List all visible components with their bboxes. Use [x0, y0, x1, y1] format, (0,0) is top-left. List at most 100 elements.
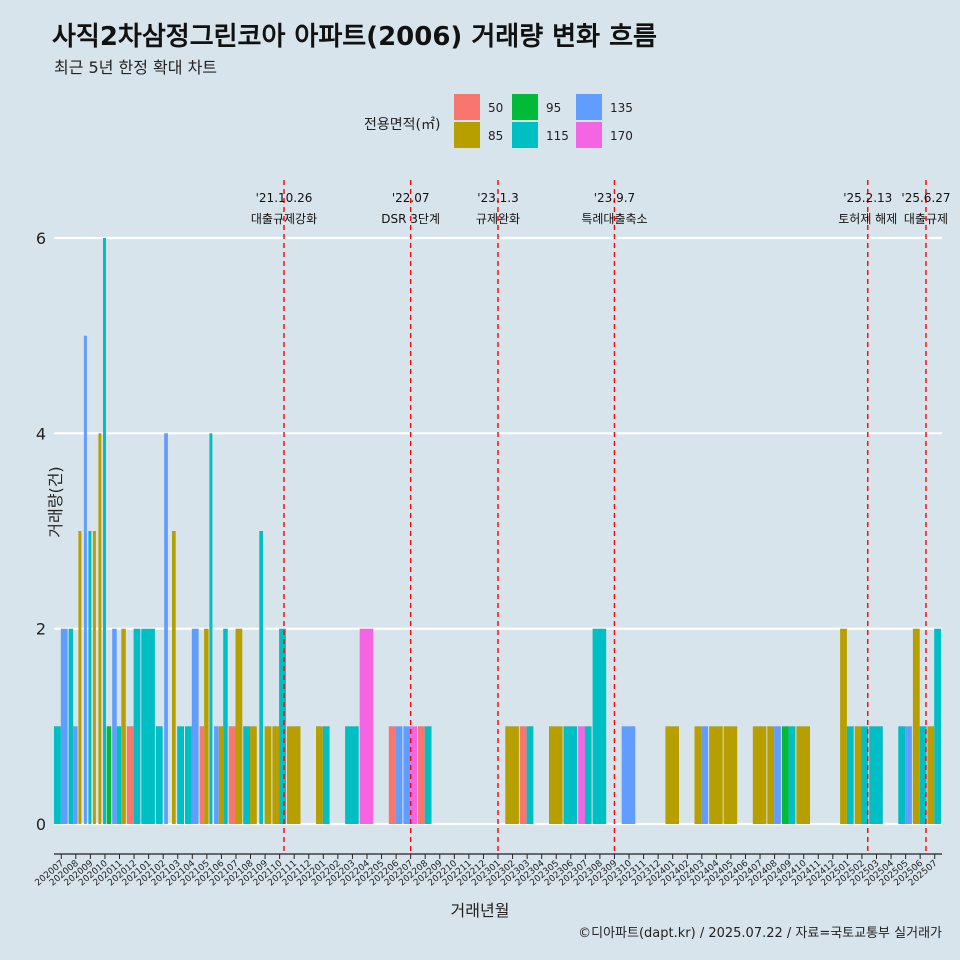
- bar: [403, 726, 411, 824]
- bar: [621, 726, 636, 824]
- y-tick-label: 6: [36, 229, 46, 248]
- event-date: '22.07: [392, 191, 430, 205]
- legend-swatch: [454, 122, 480, 148]
- bar: [549, 726, 563, 824]
- bar: [723, 726, 738, 824]
- bar: [185, 726, 192, 824]
- bar: [919, 726, 927, 824]
- bar: [259, 531, 263, 824]
- bar: [116, 726, 122, 824]
- event-label: 토허제 해제: [838, 212, 897, 226]
- bar: [519, 726, 527, 824]
- bar: [235, 628, 243, 824]
- legend-label: 170: [610, 129, 633, 143]
- legend-swatch: [512, 94, 538, 120]
- bar: [526, 726, 534, 824]
- bar: [410, 726, 417, 824]
- bar: [578, 726, 585, 824]
- event-date: '23.9.7: [594, 191, 635, 205]
- legend-label: 95: [546, 101, 561, 115]
- bar: [209, 433, 213, 824]
- bar: [264, 726, 272, 824]
- bar: [701, 726, 709, 824]
- bar: [709, 726, 723, 824]
- bar: [177, 726, 184, 824]
- bar: [424, 726, 432, 824]
- bar: [126, 726, 134, 824]
- legend-label: 85: [488, 129, 503, 143]
- legend-label: 135: [610, 101, 633, 115]
- bar: [854, 726, 862, 824]
- event-label: 규제완화: [476, 212, 520, 226]
- bar: [395, 726, 403, 824]
- bar: [840, 628, 847, 824]
- bar: [141, 628, 155, 824]
- bar: [164, 433, 168, 824]
- legend-title: 전용면적(㎡): [364, 117, 441, 133]
- bar: [665, 726, 679, 824]
- bar: [905, 726, 912, 824]
- bar: [505, 726, 519, 824]
- bar: [584, 726, 592, 824]
- bar: [191, 628, 199, 824]
- bar: [68, 628, 74, 824]
- x-axis-label: 거래년월: [450, 901, 510, 920]
- bar: [106, 726, 112, 824]
- bar: [73, 726, 78, 824]
- event-date: '23.1.3: [477, 191, 518, 205]
- bar: [912, 628, 920, 824]
- bar: [934, 628, 941, 824]
- bar: [54, 726, 61, 824]
- bar: [228, 726, 236, 824]
- bar: [199, 726, 205, 824]
- bar: [92, 531, 96, 824]
- event-date: '21.10.26: [256, 191, 313, 205]
- bar: [316, 726, 323, 824]
- bar: [250, 726, 257, 824]
- event-label: 대출규제강화: [251, 212, 317, 226]
- bar: [359, 628, 374, 824]
- bar: [781, 726, 789, 824]
- event-markers: '21.10.26 대출규제강화 '22.07 DSR 3단계 '23.1.3 규제완화 '…: [251, 180, 951, 852]
- y-tick-label: 4: [36, 424, 46, 443]
- event-label: 특례대출축소: [581, 212, 647, 226]
- bar: [83, 335, 87, 824]
- bar: [155, 726, 163, 824]
- bar: [60, 628, 68, 824]
- bar: [788, 726, 796, 824]
- bar: [279, 628, 286, 824]
- bar: [98, 433, 102, 824]
- bar: [869, 726, 883, 824]
- legend-swatch: [576, 94, 602, 120]
- bar: [774, 726, 781, 824]
- legend-label: 50: [488, 101, 503, 115]
- bar: [345, 726, 359, 824]
- bar: [846, 726, 854, 824]
- chart-title: 사직2차삼정그린코아 아파트(2006) 거래량 변화 흐름: [52, 22, 657, 52]
- bar: [796, 726, 810, 824]
- event-label: DSR 3단계: [381, 212, 440, 226]
- chart-subtitle: 최근 5년 한정 확대 차트: [54, 58, 218, 77]
- legend-swatch: [512, 122, 538, 148]
- event-label: 대출규제: [904, 212, 948, 226]
- bar: [223, 628, 228, 824]
- bar: [78, 531, 82, 824]
- bar: [133, 628, 141, 824]
- event-date: '25.2.13: [843, 191, 892, 205]
- bar: [286, 726, 301, 824]
- bar: [112, 628, 117, 824]
- bar: [927, 726, 935, 824]
- bar: [172, 531, 176, 824]
- bar: [121, 628, 126, 824]
- bar: [322, 726, 330, 824]
- legend-label: 115: [546, 129, 569, 143]
- bar: [694, 726, 702, 824]
- bar: [898, 726, 906, 824]
- event-date: '25.6.27: [901, 191, 950, 205]
- y-tick-label: 0: [36, 815, 46, 834]
- bar: [767, 726, 775, 824]
- bar: [752, 726, 767, 824]
- bar: [103, 238, 106, 824]
- bar: [388, 726, 396, 824]
- bar: [204, 628, 209, 824]
